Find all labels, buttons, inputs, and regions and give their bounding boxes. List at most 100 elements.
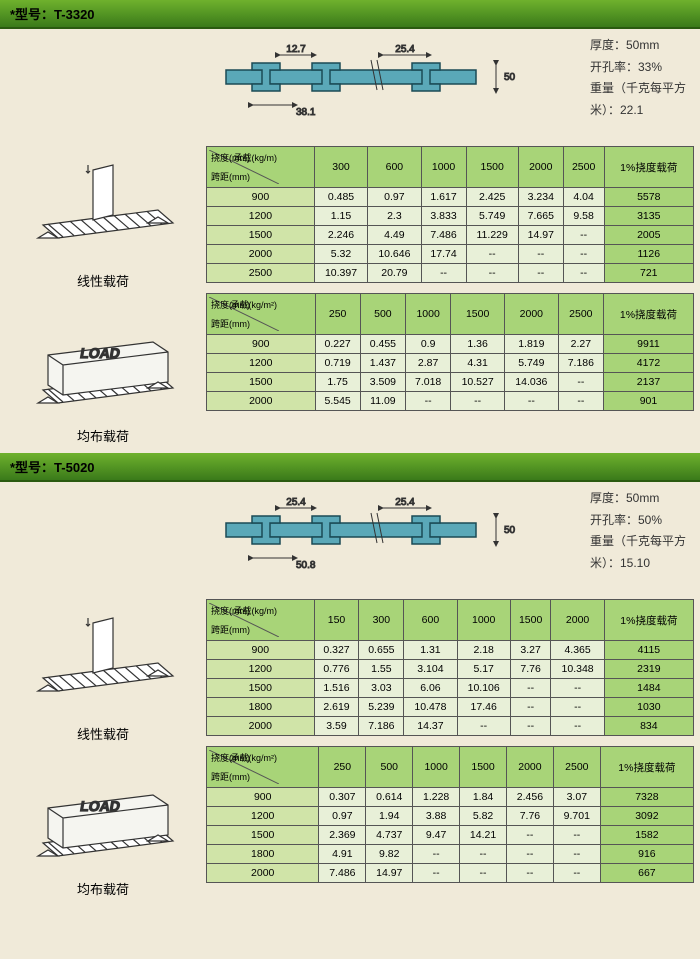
data-cell: 4.31 (451, 354, 505, 373)
deflection-cell: 3135 (604, 207, 693, 226)
profile-diagram: 25.4 25.4 50.8 50 (206, 488, 576, 588)
deflection-cell: 901 (603, 392, 693, 411)
load-label-uniform: 均布载荷 (6, 879, 200, 898)
data-cell: 11.09 (360, 392, 405, 411)
spec-block: 厚度：50mm开孔率：33%重量（千克每平方米）：22.1 (584, 35, 694, 121)
deflection-cell: 1030 (604, 698, 693, 717)
data-cell: -- (553, 826, 600, 845)
svg-text:25.4: 25.4 (395, 44, 415, 55)
col-header-last: 1%挠度载荷 (600, 747, 693, 788)
deflection-cell: 5578 (604, 188, 693, 207)
col-header-last: 1%挠度载荷 (604, 600, 693, 641)
data-cell: 5.545 (315, 392, 360, 411)
col-header: 2000 (518, 147, 563, 188)
model-title: *型号：T-5020 (0, 453, 700, 482)
svg-text:25.4: 25.4 (395, 497, 415, 508)
load-table: 挠度(mm)承载(kg/m²)跨距(mm) 250500100015002000… (206, 746, 694, 883)
row-header: 2000 (207, 245, 315, 264)
col-header: 300 (314, 147, 367, 188)
row-header: 2000 (207, 717, 315, 736)
spec-line: 开孔率：50% (590, 510, 694, 532)
data-cell: 1.84 (460, 788, 507, 807)
data-cell: 1.228 (413, 788, 460, 807)
data-cell: 5.749 (466, 207, 518, 226)
svg-text:LOAD: LOAD (79, 345, 121, 361)
data-cell: 5.239 (359, 698, 404, 717)
linear-load-figure (18, 608, 188, 718)
data-cell: 4.365 (551, 641, 604, 660)
data-cell: 10.348 (551, 660, 604, 679)
data-cell: 9.82 (366, 845, 413, 864)
deflection-cell: 2319 (604, 660, 693, 679)
row-header: 900 (207, 188, 315, 207)
deflection-cell: 9911 (603, 335, 693, 354)
data-cell: 7.486 (319, 864, 366, 883)
deflection-cell: 3092 (600, 807, 693, 826)
data-cell: -- (504, 392, 558, 411)
data-cell: -- (510, 679, 551, 698)
load-label-linear: 线性载荷 (6, 271, 200, 290)
data-cell: 14.036 (504, 373, 558, 392)
data-cell: -- (518, 245, 563, 264)
data-cell: -- (563, 245, 604, 264)
data-cell: 3.07 (553, 788, 600, 807)
col-header: 300 (359, 600, 404, 641)
data-cell: -- (510, 717, 551, 736)
row-header: 1800 (207, 698, 315, 717)
col-header-last: 1%挠度载荷 (603, 294, 693, 335)
load-table: 挠度(mm)承载(kg/m)跨距(mm) 3006001000150020002… (206, 146, 694, 283)
data-cell: 7.665 (518, 207, 563, 226)
data-cell: -- (466, 264, 518, 283)
data-cell: 0.327 (314, 641, 359, 660)
data-cell: 0.227 (315, 335, 360, 354)
data-cell: 11.229 (466, 226, 518, 245)
spec-line: 重量（千克每平方米）：15.10 (590, 531, 694, 574)
data-cell: -- (451, 392, 505, 411)
row-header: 1500 (207, 679, 315, 698)
row-header: 900 (207, 641, 315, 660)
col-header: 1500 (466, 147, 518, 188)
row-header: 1200 (207, 207, 315, 226)
deflection-cell: 7328 (600, 788, 693, 807)
data-cell: 5.17 (457, 660, 510, 679)
svg-text:LOAD: LOAD (79, 798, 121, 814)
data-cell: -- (457, 717, 510, 736)
col-header: 1000 (413, 747, 460, 788)
data-cell: 9.58 (563, 207, 604, 226)
data-cell: 3.104 (404, 660, 457, 679)
data-cell: 0.97 (319, 807, 366, 826)
model-section: *型号：T-3320 线性载荷 LOAD 均布载荷 (0, 0, 700, 445)
deflection-cell: 2005 (604, 226, 693, 245)
deflection-cell: 667 (600, 864, 693, 883)
data-cell: -- (563, 264, 604, 283)
data-cell: 1.15 (314, 207, 367, 226)
data-cell: 1.819 (504, 335, 558, 354)
deflection-cell: 2137 (603, 373, 693, 392)
model-title: *型号：T-3320 (0, 0, 700, 29)
data-cell: 0.655 (359, 641, 404, 660)
data-cell: 1.31 (404, 641, 457, 660)
data-cell: 14.37 (404, 717, 457, 736)
data-cell: 10.106 (457, 679, 510, 698)
data-cell: 7.186 (359, 717, 404, 736)
data-cell: 5.82 (460, 807, 507, 826)
data-cell: 2.3 (368, 207, 421, 226)
uniform-load-figure: LOAD (18, 310, 188, 420)
spec-block: 厚度：50mm开孔率：50%重量（千克每平方米）：15.10 (584, 488, 694, 574)
col-header: 2000 (506, 747, 553, 788)
row-header: 1500 (207, 226, 315, 245)
data-cell: 6.06 (404, 679, 457, 698)
data-cell: 4.04 (563, 188, 604, 207)
data-cell: -- (510, 698, 551, 717)
data-cell: 0.485 (314, 188, 367, 207)
col-header: 1500 (510, 600, 551, 641)
svg-text:50.8: 50.8 (296, 560, 316, 571)
profile-diagram: 12.7 25.4 38.1 50 (206, 35, 576, 135)
deflection-cell: 834 (604, 717, 693, 736)
spec-line: 重量（千克每平方米）：22.1 (590, 78, 694, 121)
row-header: 1500 (207, 373, 316, 392)
col-header: 2500 (558, 294, 603, 335)
data-cell: 2.456 (506, 788, 553, 807)
col-header: 2000 (504, 294, 558, 335)
data-cell: 9.701 (553, 807, 600, 826)
